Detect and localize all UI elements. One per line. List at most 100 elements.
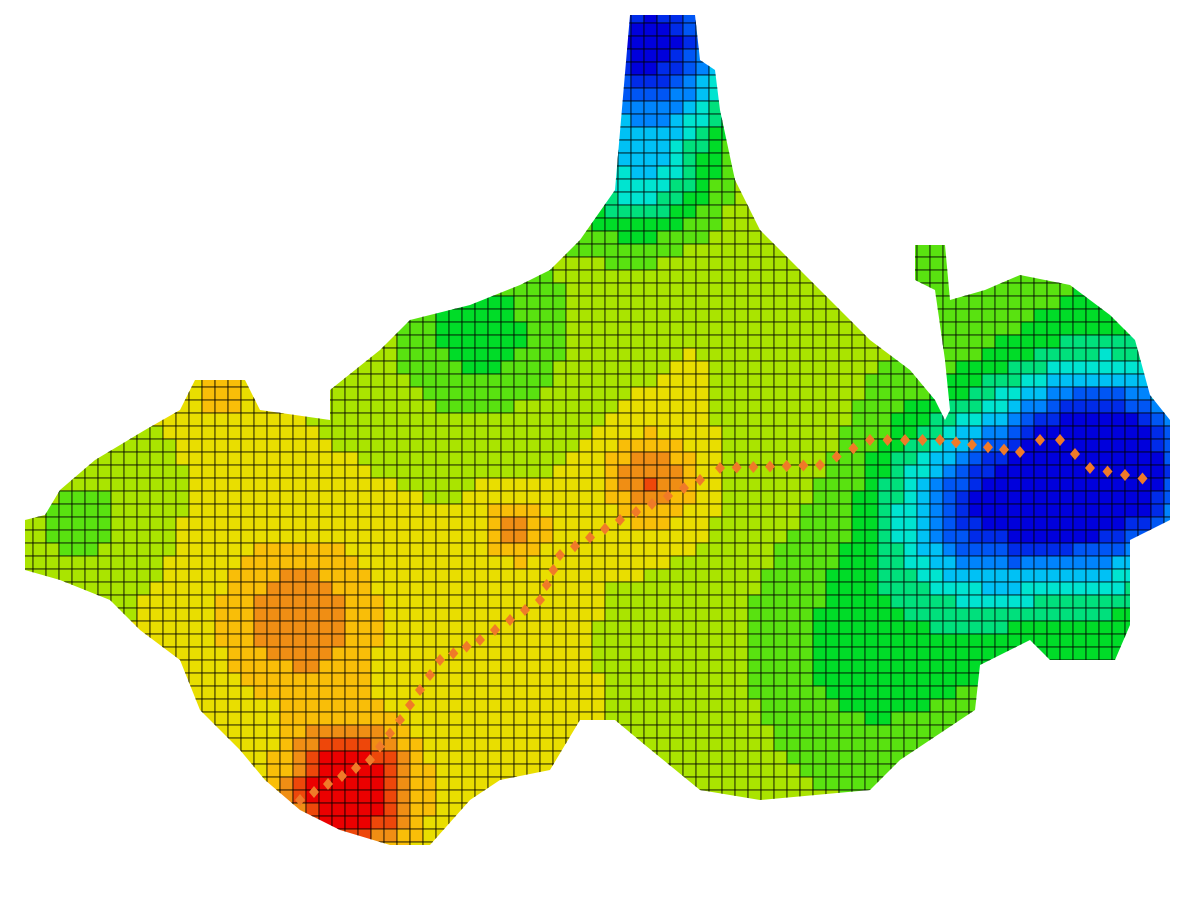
grid-cell <box>423 400 436 413</box>
grid-cell <box>319 153 332 166</box>
grid-cell <box>735 179 748 192</box>
grid-cell <box>917 725 930 738</box>
grid-cell <box>449 296 462 309</box>
grid-cell <box>813 179 826 192</box>
grid-cell <box>215 582 228 595</box>
grid-cell <box>787 530 800 543</box>
grid-cell <box>1151 387 1164 400</box>
grid-cell <box>657 452 670 465</box>
grid-cell <box>579 595 592 608</box>
grid-cell <box>839 244 852 257</box>
grid-cell <box>956 621 969 634</box>
grid-cell <box>553 127 566 140</box>
grid-cell <box>241 413 254 426</box>
grid-cell <box>1099 634 1112 647</box>
grid-cell <box>46 270 59 283</box>
grid-cell <box>163 738 176 751</box>
grid-cell <box>865 660 878 673</box>
grid-cell <box>826 296 839 309</box>
grid-cell <box>1060 257 1073 270</box>
grid-cell <box>1034 36 1047 49</box>
grid-cell <box>410 621 423 634</box>
grid-cell <box>1086 673 1099 686</box>
grid-cell <box>1164 36 1177 49</box>
grid-cell <box>1008 478 1021 491</box>
grid-cell <box>501 309 514 322</box>
grid-cell <box>475 647 488 660</box>
grid-cell <box>852 699 865 712</box>
grid-cell <box>488 439 501 452</box>
grid-cell <box>267 322 280 335</box>
grid-cell <box>930 62 943 75</box>
grid-cell <box>371 23 384 36</box>
grid-cell <box>228 244 241 257</box>
grid-cell <box>852 296 865 309</box>
grid-cell <box>384 309 397 322</box>
grid-cell <box>566 712 579 725</box>
grid-cell <box>748 322 761 335</box>
grid-cell <box>579 361 592 374</box>
grid-cell <box>1125 504 1138 517</box>
grid-cell <box>852 491 865 504</box>
grid-cell <box>124 374 137 387</box>
grid-cell <box>826 257 839 270</box>
grid-cell <box>826 387 839 400</box>
grid-cell <box>137 413 150 426</box>
grid-cell <box>995 530 1008 543</box>
grid-cell <box>657 283 670 296</box>
grid-cell <box>254 465 267 478</box>
grid-cell <box>852 322 865 335</box>
grid-cell <box>1164 218 1177 231</box>
grid-cell <box>1164 270 1177 283</box>
grid-cell <box>1086 595 1099 608</box>
grid-cell <box>1060 556 1073 569</box>
grid-cell <box>475 517 488 530</box>
grid-cell <box>696 426 709 439</box>
grid-cell <box>423 530 436 543</box>
grid-cell <box>33 413 46 426</box>
grid-cell <box>1086 270 1099 283</box>
grid-cell <box>683 114 696 127</box>
grid-cell <box>761 231 774 244</box>
grid-cell <box>553 205 566 218</box>
grid-cell <box>345 361 358 374</box>
grid-cell <box>605 114 618 127</box>
grid-cell <box>787 231 800 244</box>
grid-cell <box>202 192 215 205</box>
grid-cell <box>826 62 839 75</box>
grid-cell <box>111 595 124 608</box>
grid-cell <box>228 101 241 114</box>
grid-cell <box>98 673 111 686</box>
grid-cell <box>670 36 683 49</box>
grid-cell <box>735 10 748 23</box>
grid-cell <box>553 491 566 504</box>
grid-cell <box>59 348 72 361</box>
grid-cell <box>1151 634 1164 647</box>
grid-cell <box>111 426 124 439</box>
grid-cell <box>319 348 332 361</box>
grid-cell <box>410 361 423 374</box>
grid-cell <box>683 413 696 426</box>
grid-cell <box>423 10 436 23</box>
grid-cell <box>566 426 579 439</box>
grid-cell <box>319 231 332 244</box>
grid-cell <box>20 621 33 634</box>
grid-cell <box>163 725 176 738</box>
grid-cell <box>163 244 176 257</box>
grid-cell <box>202 491 215 504</box>
grid-cell <box>137 400 150 413</box>
grid-cell <box>748 361 761 374</box>
grid-cell <box>605 296 618 309</box>
grid-cell <box>709 361 722 374</box>
grid-cell <box>878 270 891 283</box>
grid-cell <box>982 231 995 244</box>
grid-cell <box>1021 309 1034 322</box>
grid-cell <box>124 634 137 647</box>
grid-cell <box>189 296 202 309</box>
grid-cell <box>124 166 137 179</box>
grid-cell <box>787 140 800 153</box>
grid-cell <box>904 10 917 23</box>
grid-cell <box>722 335 735 348</box>
grid-cell <box>267 75 280 88</box>
grid-cell <box>124 426 137 439</box>
